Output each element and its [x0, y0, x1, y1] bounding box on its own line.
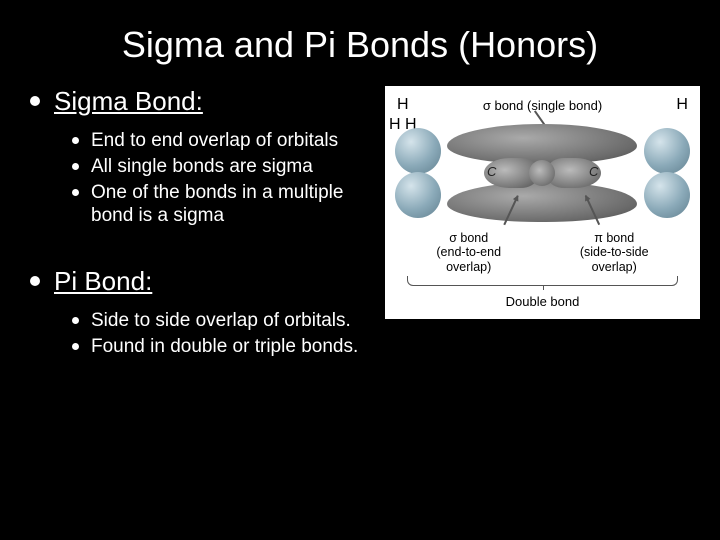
list-text: Side to side overlap of orbitals. [91, 309, 351, 333]
text-column: Sigma Bond: End to end overlap of orbita… [30, 86, 385, 397]
orbital-icon [644, 128, 690, 174]
list-text: Found in double or triple bonds. [91, 335, 358, 359]
bullet-icon [72, 317, 79, 324]
bullet-icon [72, 343, 79, 350]
atom-label-h: H [389, 116, 401, 133]
pi-list: Side to side overlap of orbitals. Found … [30, 309, 375, 359]
section-sigma: Sigma Bond: End to end overlap of orbita… [30, 86, 375, 228]
content-row: Sigma Bond: End to end overlap of orbita… [0, 86, 720, 397]
label-text: (side-to-side [580, 245, 649, 259]
atom-label-h: H [397, 96, 409, 114]
brace-row [407, 276, 678, 290]
list-item: Side to side overlap of orbitals. [72, 309, 375, 333]
bullet-icon [72, 163, 79, 170]
section-heading: Pi Bond: [54, 266, 152, 297]
section-heading: Sigma Bond: [54, 86, 203, 117]
atom-label-c: C [487, 164, 496, 179]
orbital-icon [395, 172, 441, 218]
pi-lobe-icon [447, 124, 637, 164]
bond-diagram: H σ bond (single bond) H C [385, 86, 700, 319]
list-item: One of the bonds in a multiple bond is a… [72, 181, 375, 229]
atom-label-h: H [676, 96, 688, 114]
molecule-graphic: C C H H [389, 116, 696, 231]
sigma-bond-label: σ bond (end-to-end overlap) [436, 231, 501, 274]
atom-label-c: C [589, 164, 598, 179]
label-text: overlap) [580, 260, 649, 274]
pi-bond-label: π bond (side-to-side overlap) [580, 231, 649, 274]
bullet-icon [72, 137, 79, 144]
list-text: One of the bonds in a multiple bond is a… [91, 181, 375, 229]
double-bond-label: Double bond [389, 294, 696, 309]
label-text: π bond [580, 231, 649, 245]
label-text: σ bond [436, 231, 501, 245]
diagram-column: H σ bond (single bond) H C [385, 86, 700, 397]
bullet-icon [30, 96, 40, 106]
label-text: (end-to-end [436, 245, 501, 259]
list-item: Found in double or triple bonds. [72, 335, 375, 359]
bullet-icon [72, 189, 79, 196]
brace-icon [407, 276, 678, 286]
list-item: End to end overlap of orbitals [72, 129, 375, 153]
slide-title: Sigma and Pi Bonds (Honors) [0, 0, 720, 86]
diagram-bottom-labels: σ bond (end-to-end overlap) π bond (side… [389, 231, 696, 274]
label-text: overlap) [436, 260, 501, 274]
list-item: All single bonds are sigma [72, 155, 375, 179]
sigma-blob-icon [529, 160, 555, 186]
diagram-top-label: σ bond (single bond) [483, 98, 602, 113]
section-pi: Pi Bond: Side to side overlap of orbital… [30, 266, 375, 359]
pi-lobe-icon [447, 182, 637, 222]
orbital-icon [395, 128, 441, 174]
list-text: End to end overlap of orbitals [91, 129, 338, 153]
orbital-icon [644, 172, 690, 218]
bullet-icon [30, 276, 40, 286]
sigma-list: End to end overlap of orbitals All singl… [30, 129, 375, 228]
list-text: All single bonds are sigma [91, 155, 313, 179]
